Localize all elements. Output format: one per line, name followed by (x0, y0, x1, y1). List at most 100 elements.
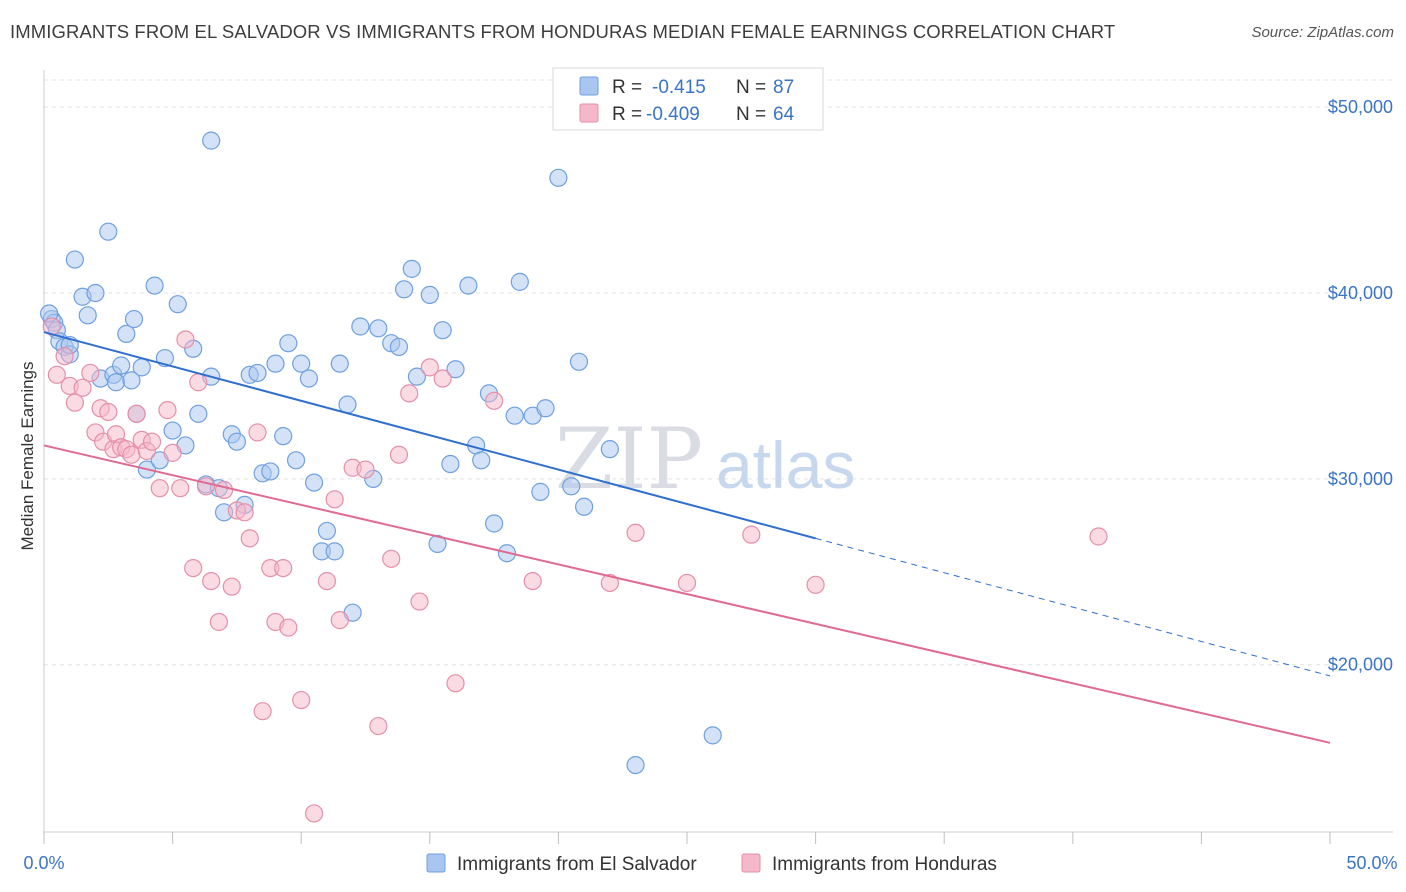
point-honduras (222, 577, 241, 596)
point-el-salvador (459, 276, 478, 295)
point-el-salvador (338, 395, 357, 414)
trend-line-el-salvador-extrapolated (815, 537, 1331, 677)
point-el-salvador (351, 317, 370, 336)
point-el-salvador (65, 250, 84, 269)
point-el-salvador (369, 319, 388, 338)
point-el-salvador (299, 369, 319, 388)
point-el-salvador (433, 321, 452, 340)
legend-n-value-2: 64 (773, 104, 795, 125)
point-el-salvador (112, 356, 131, 375)
point-honduras (81, 363, 100, 383)
series-legend-swatch-el-salvador (426, 853, 446, 873)
point-el-salvador (163, 421, 182, 440)
y-tick-label: $50,000 (1328, 97, 1393, 117)
point-honduras (742, 525, 761, 544)
point-honduras (356, 460, 375, 479)
trend-line-el-salvador (43, 331, 816, 540)
x-tick-label-max: 50.0% (1346, 853, 1397, 873)
point-honduras (600, 573, 619, 593)
point-honduras (202, 571, 221, 591)
point-honduras (304, 804, 324, 823)
point-el-salvador (536, 399, 555, 418)
point-el-salvador (266, 354, 285, 373)
point-honduras (279, 618, 298, 637)
point-honduras (65, 393, 84, 412)
point-honduras (248, 423, 267, 442)
trend-lines (43, 331, 1331, 744)
point-el-salvador (304, 473, 324, 492)
point-el-salvador (189, 404, 208, 423)
point-el-salvador (99, 222, 118, 241)
point-el-salvador (389, 337, 409, 357)
point-honduras (171, 479, 190, 498)
legend-r-label-2: R = (612, 104, 642, 125)
point-honduras (122, 445, 141, 464)
point-el-salvador (505, 406, 524, 425)
point-el-salvador (274, 427, 293, 446)
point-honduras (806, 575, 825, 594)
point-el-salvador (106, 373, 126, 392)
point-el-salvador (446, 360, 465, 379)
legend-r-value-2: -0.409 (646, 104, 700, 125)
source-credit: Source: ZipAtlas.com (1251, 24, 1394, 41)
point-el-salvador (132, 358, 151, 377)
point-el-salvador (549, 168, 568, 187)
point-honduras (240, 529, 259, 548)
point-el-salvador (600, 440, 619, 459)
point-el-salvador (531, 482, 550, 501)
point-el-salvador (145, 276, 164, 295)
point-honduras (73, 378, 92, 397)
point-el-salvador (202, 131, 221, 150)
watermark-atlas: atlas (716, 428, 855, 502)
point-el-salvador (279, 334, 298, 353)
point-honduras (214, 480, 234, 500)
point-el-salvador (325, 542, 344, 561)
point-el-salvador (575, 497, 594, 516)
point-honduras (55, 347, 74, 366)
point-honduras (433, 369, 452, 388)
point-honduras (163, 443, 182, 462)
point-honduras (292, 690, 311, 710)
legend-n-value-1: 87 (773, 77, 794, 98)
point-el-salvador (407, 367, 427, 386)
y-tick-label: $20,000 (1328, 655, 1393, 675)
point-honduras (677, 573, 697, 593)
point-honduras (127, 404, 146, 423)
point-honduras (196, 477, 216, 496)
trend-line-honduras (43, 444, 1331, 744)
point-el-salvador (168, 295, 187, 314)
point-el-salvador (330, 354, 349, 373)
point-el-salvador (227, 432, 246, 451)
point-el-salvador (248, 363, 267, 383)
point-honduras (317, 571, 337, 591)
point-el-salvador (261, 462, 280, 481)
point-el-salvador (485, 514, 504, 533)
point-el-salvador (122, 371, 141, 390)
series-legend: Immigrants from El Salvador Immigrants f… (426, 853, 997, 875)
point-el-salvador (86, 283, 105, 303)
point-honduras (330, 611, 349, 630)
point-el-salvador (626, 755, 645, 775)
point-el-salvador (78, 306, 97, 325)
point-honduras (189, 373, 208, 392)
point-honduras (400, 384, 419, 403)
point-el-salvador (292, 354, 311, 373)
point-honduras (235, 503, 254, 522)
series-legend-label-el-salvador: Immigrants from El Salvador (457, 854, 697, 875)
point-honduras (369, 716, 388, 736)
point-honduras (523, 571, 542, 591)
point-el-salvador (117, 324, 136, 344)
point-honduras (325, 490, 344, 509)
watermark-zip: ZIP (555, 410, 703, 508)
point-honduras (176, 330, 195, 349)
point-el-salvador (124, 309, 144, 329)
point-el-salvador (562, 477, 581, 496)
point-honduras (446, 674, 465, 693)
point-el-salvador (394, 280, 414, 299)
point-el-salvador (402, 259, 421, 278)
point-el-salvador (317, 521, 337, 541)
point-honduras (382, 549, 401, 568)
series-legend-swatch-honduras (741, 853, 761, 873)
chart-title: IMMIGRANTS FROM EL SALVADOR VS IMMIGRANT… (10, 21, 1116, 42)
point-honduras (274, 558, 293, 578)
